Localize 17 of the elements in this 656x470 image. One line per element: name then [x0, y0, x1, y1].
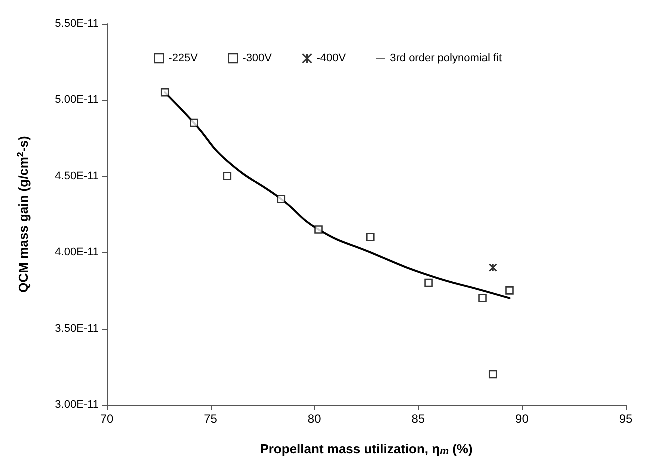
x-tick-label: 75 [204, 412, 218, 426]
legend-label: 3rd order polynomial fit [390, 52, 502, 64]
legend-label: -400V [316, 52, 347, 64]
x-tick-label: 85 [412, 412, 426, 426]
x-tick-label: 95 [619, 412, 633, 426]
x-tick-label: 70 [100, 412, 114, 426]
legend-label: -225V [168, 52, 199, 64]
legend-label: -300V [242, 52, 273, 64]
x-tick-label: 90 [516, 412, 530, 426]
y-tick-label: 5.00E-11 [55, 94, 99, 106]
y-tick-label: 5.50E-11 [55, 18, 99, 30]
y-axis-title: QCM mass gain (g/cm2-s) [16, 136, 31, 293]
y-tick-label: 3.00E-11 [55, 399, 99, 411]
y-tick-label: 3.50E-11 [55, 322, 99, 335]
y-tick-label: 4.00E-11 [55, 246, 99, 259]
y-tick-label: 4.50E-11 [55, 170, 99, 182]
x-tick-label: 80 [308, 412, 322, 426]
